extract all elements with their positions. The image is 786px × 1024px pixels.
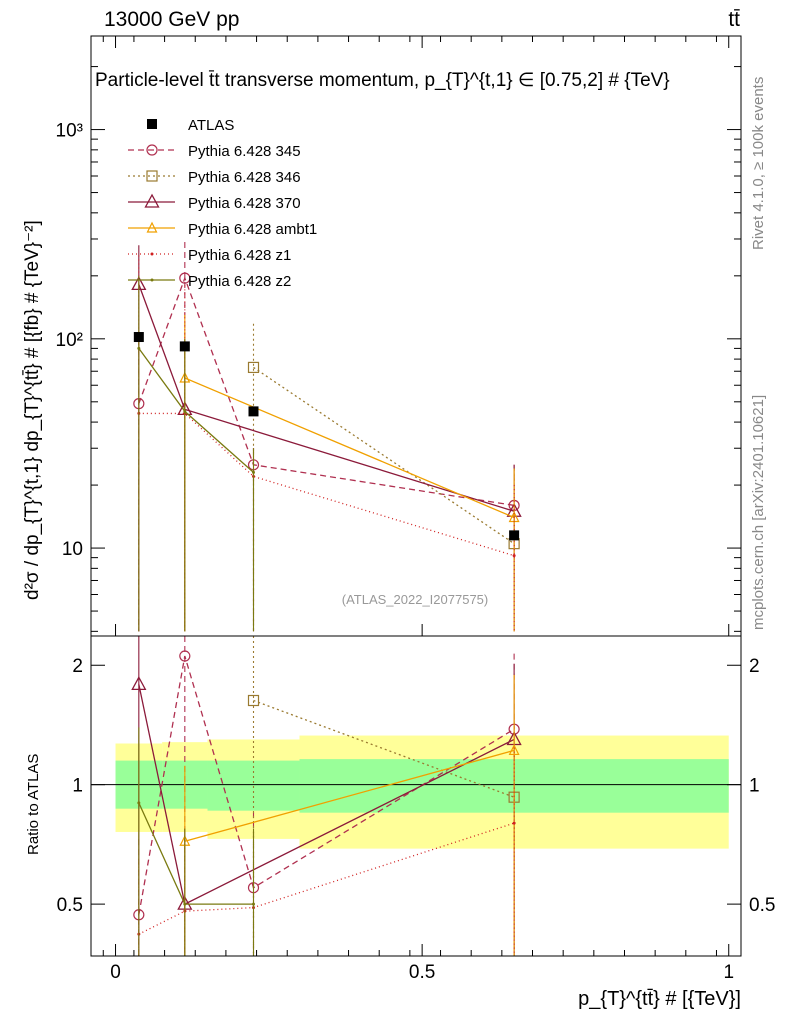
ratio-line-3: [184, 749, 515, 842]
ratio-line-1: [253, 699, 515, 798]
legend-label: Pythia 6.428 346: [188, 169, 301, 186]
ratio-point: [247, 694, 260, 707]
atlas-data-point: [133, 332, 144, 343]
ratio-tick-label-right: 1: [749, 776, 760, 797]
atlas-data-point: [248, 406, 259, 417]
legend-label: Pythia 6.428 z2: [188, 273, 291, 290]
header-right: tt̄: [728, 8, 740, 31]
legend: ATLAS Pythia 6.428 345 Pythia 6.428 346 Pyt…: [128, 117, 317, 290]
ratio-point: [508, 744, 520, 756]
series-line-4: [138, 412, 515, 557]
ratio-point: [179, 650, 191, 662]
ratio-tick-label: 2: [72, 656, 83, 677]
series-line-0: [138, 276, 515, 506]
legend-marker: [146, 170, 158, 182]
ratio-tick-label: 0.5: [57, 895, 83, 916]
ratio-tick-label: 1: [72, 776, 83, 797]
y-tick-label: 10: [62, 539, 83, 560]
legend-marker: [146, 144, 158, 156]
atlas-data-point: [509, 530, 520, 541]
band-inner: [207, 760, 300, 811]
legend-label: Pythia 6.428 z1: [188, 247, 291, 264]
legend-label: Pythia 6.428 370: [188, 195, 301, 212]
series-point: [252, 470, 255, 474]
series-point: [137, 346, 141, 350]
legend-marker: [144, 193, 160, 208]
ratio-point: [183, 902, 187, 906]
series-point: [247, 361, 260, 374]
legend-marker: [147, 119, 157, 129]
mcplots-label: mcplots.cern.ch [arXiv:2401.10621]: [750, 395, 767, 630]
legend-label: Pythia 6.428 ambt1: [188, 221, 317, 238]
series-line-1: [253, 366, 515, 545]
ratio-y-axis-label: Ratio to ATLAS: [25, 754, 42, 855]
ratio-panel-frame: [90, 635, 742, 957]
header-left: 13000 GeV pp: [104, 8, 239, 31]
legend-marker: [150, 278, 154, 282]
series-point: [512, 554, 516, 558]
ratio-point: [137, 801, 141, 805]
axes-layer: 0 0.5 1 10 10² 10³ 0.5 0.5 1 1 2 2: [56, 36, 775, 983]
series-point: [179, 272, 191, 284]
ratio-line-0: [138, 655, 515, 915]
x-tick-label: 0: [110, 962, 121, 983]
legend-label: Pythia 6.428 345: [188, 143, 301, 160]
series-line-2: [138, 284, 515, 512]
chart-title: Particle-level t̄t transverse momentum, …: [95, 70, 670, 91]
rivet-label: Rivet 4.1.0, ≥ 100k events: [750, 77, 767, 250]
main-plot-layer: [131, 242, 522, 632]
x-tick-label: 1: [723, 962, 734, 983]
legend-label: ATLAS: [188, 117, 234, 134]
x-tick-label: 0.5: [409, 962, 435, 983]
ratio-plot-layer: [131, 636, 522, 956]
ratio-point: [512, 821, 516, 825]
series-line-3: [184, 377, 515, 519]
legend-marker: [150, 252, 154, 256]
ratio-tick-label-right: 0.5: [749, 895, 775, 916]
x-axis-label: p_{T}^{tt̄} # [{TeV}]: [578, 988, 741, 1010]
ratio-point: [131, 675, 147, 691]
y-tick-label: 10³: [56, 121, 83, 142]
atlas-data-point: [179, 341, 190, 352]
legend-marker: [146, 221, 158, 233]
y-tick-label: 10²: [56, 330, 83, 351]
series-point: [183, 409, 187, 413]
ratio-point: [252, 902, 255, 906]
y-axis-label: d²σ / dp_{T}^{t,1} dp_{T}^{tt̄} # [{fb} …: [22, 220, 43, 600]
series-line-5: [138, 348, 254, 473]
watermark: (ATLAS_2022_I2077575): [342, 592, 488, 607]
ratio-tick-label-right: 2: [749, 656, 760, 677]
ratio-uncertainty-bands: [91, 735, 741, 849]
